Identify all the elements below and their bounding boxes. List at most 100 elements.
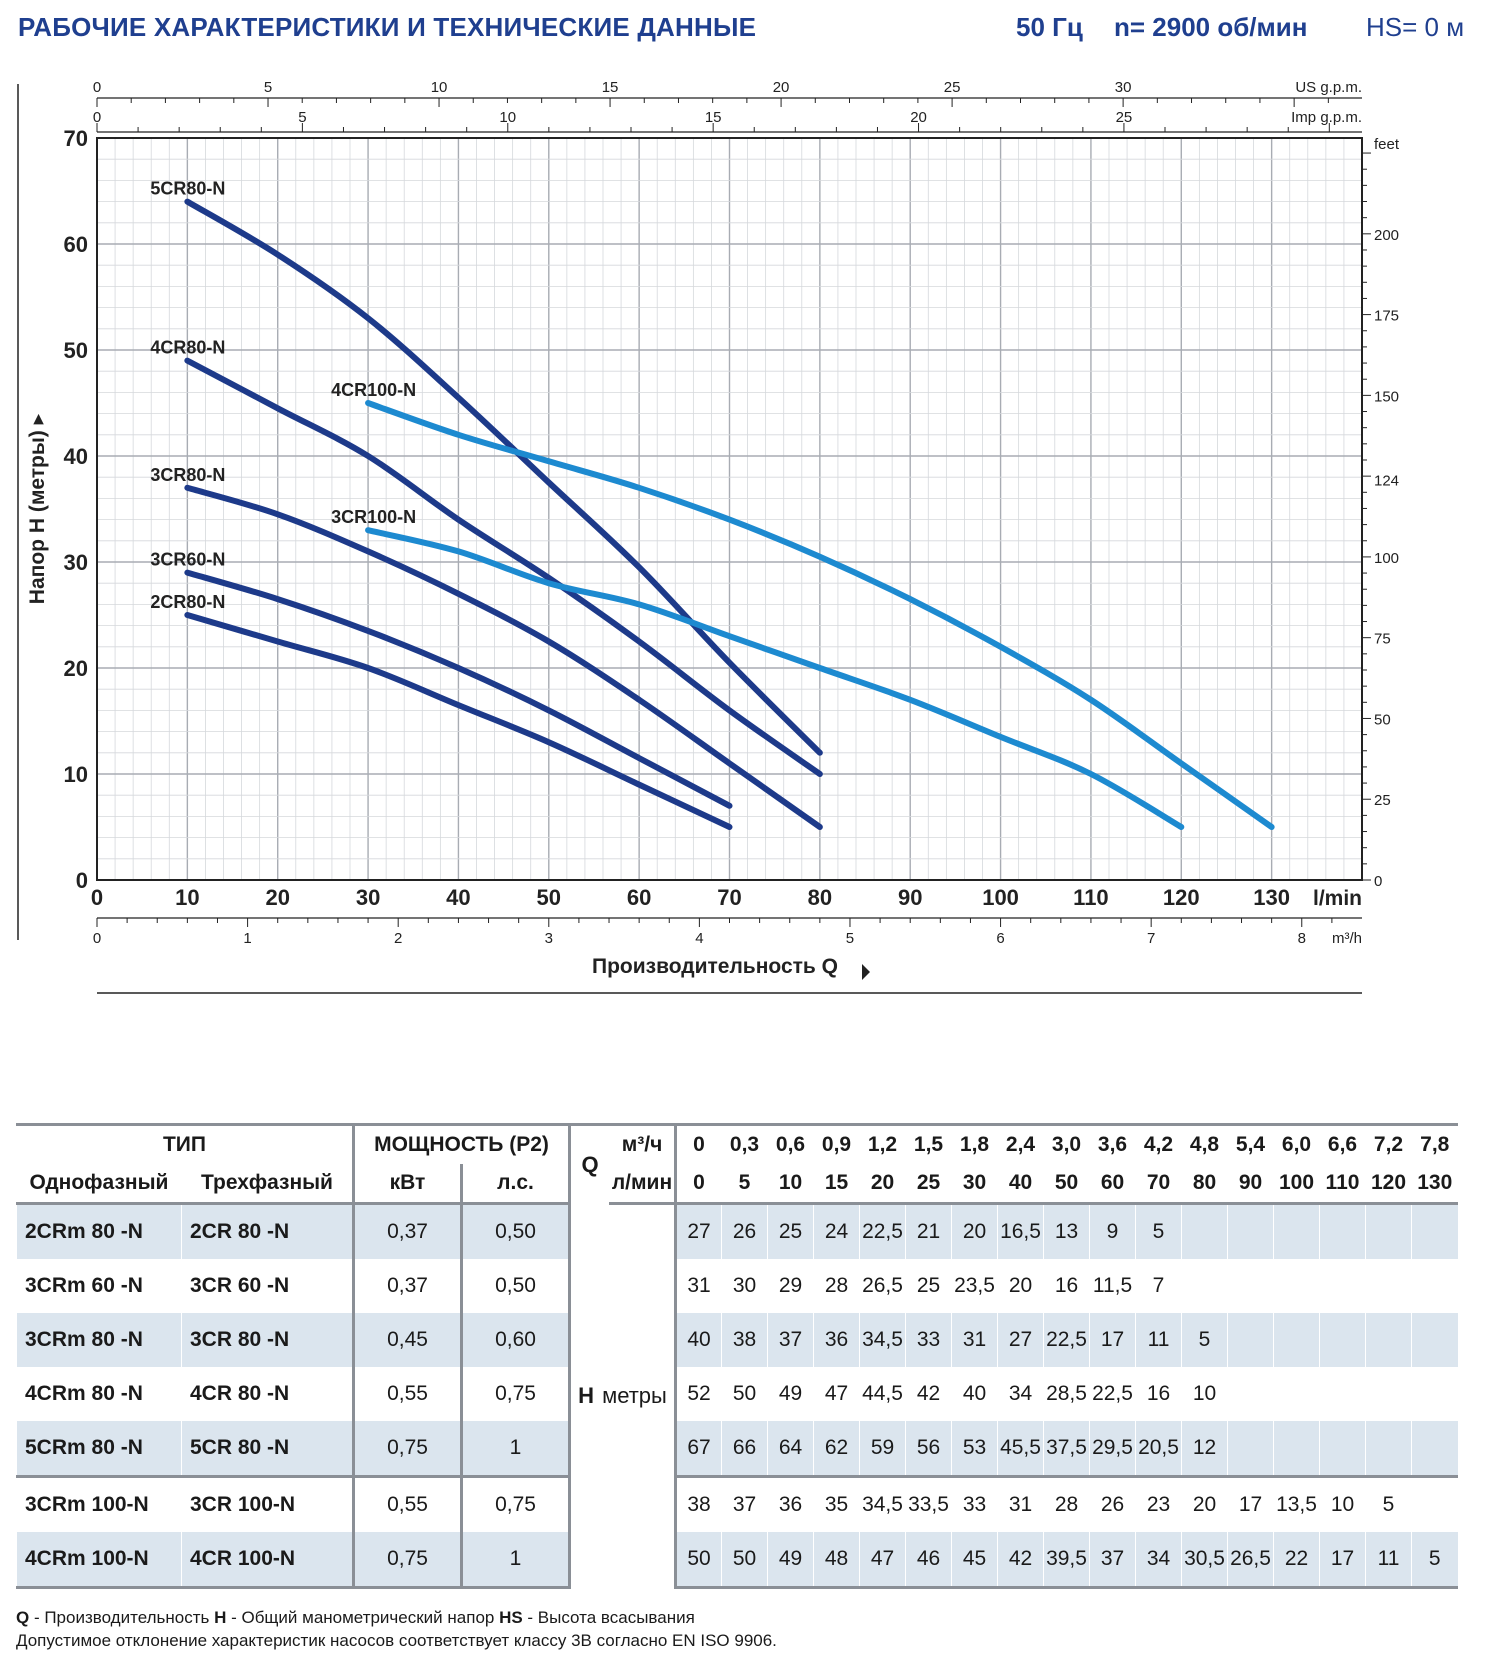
power-kw: 0,37 <box>353 1259 463 1313</box>
head-value: 20 <box>951 1203 998 1259</box>
power-kw: 0,75 <box>353 1421 463 1477</box>
head-value: 50 <box>721 1532 768 1589</box>
head-value: 35 <box>813 1475 860 1532</box>
m3h-tick-label: 0 <box>93 930 101 947</box>
us-gpm-tick-label: 20 <box>773 79 790 96</box>
header-kw: кВт <box>353 1164 463 1205</box>
y-tick-label: 40 <box>64 444 88 469</box>
x-tick-label: 20 <box>265 885 289 910</box>
head-value: 64 <box>767 1421 814 1477</box>
head-value: 47 <box>859 1532 906 1589</box>
head-value: 11 <box>1365 1532 1412 1589</box>
feet-tick-label: 50 <box>1374 711 1391 728</box>
q-lmin-value: 0 <box>675 1164 722 1205</box>
us-gpm-tick-label: 15 <box>602 79 619 96</box>
head-value: 38 <box>675 1475 722 1532</box>
series-label-4CR100-N: 4CR100-N <box>331 380 416 400</box>
model-three-phase: 4CR 100-N <box>181 1532 355 1589</box>
head-value: 29 <box>767 1259 814 1313</box>
imp-gpm-tick-label: 20 <box>910 109 927 126</box>
head-value: 31 <box>997 1475 1044 1532</box>
head-value: 36 <box>813 1313 860 1367</box>
q-lmin-value: 20 <box>859 1164 906 1205</box>
y-tick-label: 50 <box>64 338 88 363</box>
head-value: 28 <box>813 1259 860 1313</box>
head-value <box>1319 1421 1366 1477</box>
head-value: 25 <box>767 1203 814 1259</box>
y-axis-label: Напор H (метры) ▸ <box>26 413 49 604</box>
q-m3h-value: 7,8 <box>1411 1123 1458 1164</box>
head-value: 17 <box>1319 1532 1366 1589</box>
head-value: 26,5 <box>859 1259 906 1313</box>
x-tick-label: 30 <box>356 885 380 910</box>
table-row: 3CRm 100-N 3CR 100-N 0,55 0,75 38 37 36 35 34,5 3… <box>16 1475 1458 1532</box>
head-value: 12 <box>1181 1421 1228 1477</box>
head-value: 13 <box>1043 1203 1090 1259</box>
q-m3h-value: 0,9 <box>813 1123 860 1164</box>
m3h-tick-label: 6 <box>996 930 1004 947</box>
q-lmin-value: 110 <box>1319 1164 1366 1205</box>
head-value: 31 <box>951 1313 998 1367</box>
m3h-tick-label: 1 <box>243 930 251 947</box>
us-gpm-unit-label: US g.p.m. <box>1295 79 1362 96</box>
x-tick-label: 50 <box>537 885 561 910</box>
feet-tick-label: 175 <box>1374 308 1399 325</box>
head-value: 26 <box>721 1203 768 1259</box>
x-tick-label: 110 <box>1073 885 1109 910</box>
head-value: 40 <box>675 1313 722 1367</box>
head-value: 67 <box>675 1421 722 1477</box>
head-value: 28,5 <box>1043 1367 1090 1421</box>
us-gpm-tick-label: 5 <box>264 79 272 96</box>
head-value: 33 <box>951 1475 998 1532</box>
head-value <box>1227 1313 1274 1367</box>
x-axis-label: Производительность Q <box>592 955 838 978</box>
q-m3h-value: 3,0 <box>1043 1123 1090 1164</box>
head-value: 31 <box>675 1259 722 1313</box>
q-lmin-value: 5 <box>721 1164 768 1205</box>
series-label-2CR80-N: 2CR80-N <box>150 592 225 612</box>
head-value <box>1365 1259 1412 1313</box>
head-value: 34,5 <box>859 1313 906 1367</box>
head-value: 29,5 <box>1089 1421 1136 1477</box>
head-value <box>1411 1367 1458 1421</box>
head-value: 44,5 <box>859 1367 906 1421</box>
head-value: 5 <box>1181 1313 1228 1367</box>
header-three-phase: Трехфазный <box>181 1164 355 1205</box>
power-hp: 1 <box>461 1421 571 1477</box>
m3h-tick-label: 5 <box>846 930 854 947</box>
head-value: 28 <box>1043 1475 1090 1532</box>
imp-gpm-tick-label: 5 <box>298 109 306 126</box>
footnote-legend: Q - Производительность H - Общий маномет… <box>16 1606 777 1629</box>
y-tick-label: 0 <box>76 868 88 893</box>
head-value: 23,5 <box>951 1259 998 1313</box>
series-label-3CR60-N: 3CR60-N <box>150 550 225 570</box>
head-value: 25 <box>905 1259 952 1313</box>
q-m3h-value: 1,2 <box>859 1123 906 1164</box>
us-gpm-tick-label: 10 <box>431 79 448 96</box>
q-m3h-value: 1,5 <box>905 1123 952 1164</box>
q-lmin-value: 90 <box>1227 1164 1274 1205</box>
head-value <box>1365 1367 1412 1421</box>
q-lmin-value: 70 <box>1135 1164 1182 1205</box>
head-value: 47 <box>813 1367 860 1421</box>
head-value: 66 <box>721 1421 768 1477</box>
footnote-tolerance: Допустимое отклонение характеристик насо… <box>16 1631 777 1650</box>
y-tick-label: 10 <box>64 762 88 787</box>
head-value <box>1227 1203 1274 1259</box>
model-single-phase: 3CRm 80 -N <box>16 1313 182 1367</box>
head-value: 11 <box>1135 1313 1182 1367</box>
q-m3h-value: 6,0 <box>1273 1123 1320 1164</box>
q-lmin-value: 10 <box>767 1164 814 1205</box>
head-value: 34 <box>1135 1532 1182 1589</box>
head-value: 52 <box>675 1367 722 1421</box>
power-hp: 0,75 <box>461 1475 571 1532</box>
head-value: 26 <box>1089 1475 1136 1532</box>
head-value <box>1411 1313 1458 1367</box>
x-tick-label: 130 <box>1253 885 1290 910</box>
head-value: 7 <box>1135 1259 1182 1313</box>
series-label-3CR80-N: 3CR80-N <box>150 465 225 485</box>
series-label-5CR80-N: 5CR80-N <box>150 179 225 199</box>
imp-gpm-tick-label: 15 <box>705 109 722 126</box>
